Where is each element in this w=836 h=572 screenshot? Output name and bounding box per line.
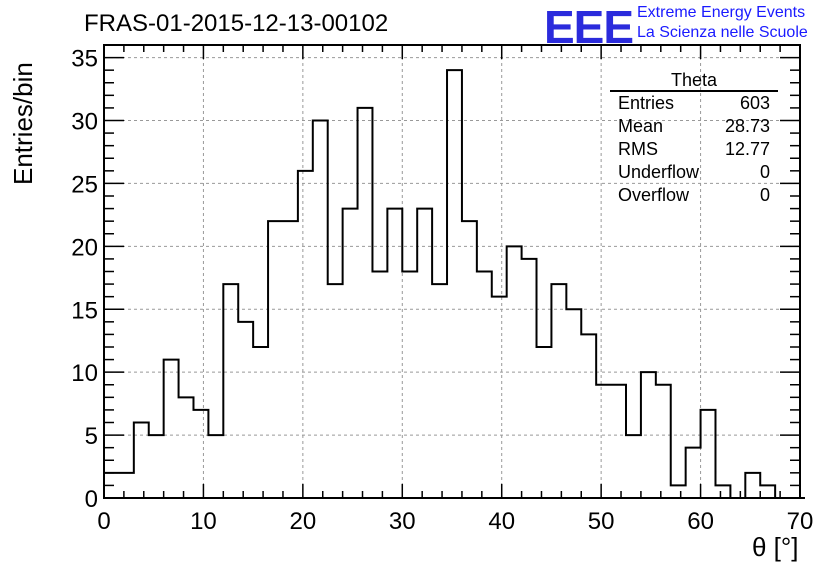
y-tick-label: 35 (71, 46, 98, 73)
stats-label: Mean (618, 116, 664, 136)
stats-row-entries: Entries 603 (610, 92, 778, 115)
logo-caption-line-2: La Scienza nelle Scuole (637, 24, 808, 41)
x-tick-label: 0 (97, 508, 110, 535)
stats-value: 0 (759, 162, 770, 182)
eee-logo: EEE (544, 1, 634, 53)
x-tick-label: 70 (787, 508, 814, 535)
stats-value: 0 (759, 185, 770, 205)
x-tick-label: 10 (190, 508, 217, 535)
x-tick-label: 20 (290, 508, 317, 535)
x-axis-label: θ [°] (752, 532, 799, 562)
stats-row-mean: Mean 28.73 (610, 115, 778, 138)
stats-value: 603 (739, 93, 770, 113)
y-tick-label: 30 (71, 109, 98, 136)
chart-title: FRAS-01-2015-12-13-00102 (84, 10, 389, 37)
x-tick-label: 50 (588, 508, 615, 535)
histogram-line (103, 69, 805, 499)
y-axis-label: Entries/bin (8, 62, 38, 185)
y-tick-label: 20 (71, 234, 98, 261)
stats-row-overflow: Overflow 0 (610, 184, 778, 207)
stats-row-rms: RMS 12.77 (610, 138, 778, 161)
y-tick-label: 15 (71, 297, 98, 324)
stats-value: 28.73 (724, 116, 770, 136)
axis-ticks (103, 44, 801, 499)
y-tick-label: 5 (85, 423, 98, 450)
y-tick-label: 25 (71, 171, 98, 198)
y-tick-label: 0 (85, 486, 98, 513)
grid-lines (104, 45, 800, 498)
stats-label: Entries (618, 93, 675, 113)
stats-value: 12.77 (724, 139, 770, 159)
logo-caption-line-1: Extreme Energy Events (637, 4, 806, 21)
x-tick-label: 40 (488, 508, 515, 535)
y-tick-labels: 0 5 10 15 20 25 30 35 (71, 46, 98, 513)
x-tick-labels: 0 10 20 30 40 50 60 70 (97, 508, 813, 535)
stats-label: Overflow (618, 185, 690, 205)
x-tick-label: 60 (687, 508, 714, 535)
stats-row-underflow: Underflow 0 (610, 161, 778, 184)
x-tick-label: 30 (389, 508, 416, 535)
stats-label: Underflow (618, 162, 700, 182)
logo-caption: Extreme Energy Events La Scienza nelle S… (637, 3, 808, 43)
stats-box-title: Theta (610, 70, 778, 92)
plot-frame (103, 44, 801, 499)
y-tick-label: 10 (71, 360, 98, 387)
stats-box: Theta Entries 603 Mean 28.73 RMS 12.77 U… (610, 70, 778, 207)
stats-label: RMS (618, 139, 658, 159)
